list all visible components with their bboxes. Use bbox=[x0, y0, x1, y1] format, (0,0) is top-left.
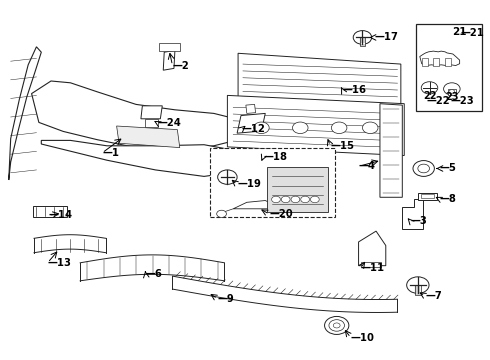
Text: —6: —6 bbox=[146, 269, 163, 279]
Circle shape bbox=[407, 277, 429, 293]
FancyBboxPatch shape bbox=[416, 24, 482, 111]
Polygon shape bbox=[380, 104, 402, 197]
Text: —9: —9 bbox=[218, 294, 234, 304]
Polygon shape bbox=[9, 47, 41, 180]
Circle shape bbox=[353, 31, 372, 44]
Polygon shape bbox=[433, 58, 439, 66]
Text: —24: —24 bbox=[158, 118, 182, 128]
Text: —16: —16 bbox=[343, 85, 367, 95]
Circle shape bbox=[293, 122, 308, 134]
Circle shape bbox=[413, 161, 434, 176]
Polygon shape bbox=[141, 106, 162, 119]
Text: —4: —4 bbox=[359, 161, 375, 171]
Polygon shape bbox=[360, 37, 366, 46]
Polygon shape bbox=[31, 81, 243, 150]
Polygon shape bbox=[41, 140, 243, 176]
Text: —10: —10 bbox=[351, 333, 375, 343]
Text: —14: —14 bbox=[49, 210, 73, 220]
Polygon shape bbox=[33, 206, 67, 217]
Circle shape bbox=[217, 210, 226, 217]
FancyBboxPatch shape bbox=[267, 167, 328, 212]
Polygon shape bbox=[445, 58, 451, 66]
Text: —8: —8 bbox=[440, 194, 457, 204]
Polygon shape bbox=[238, 53, 401, 107]
Polygon shape bbox=[237, 113, 265, 133]
Text: —17: —17 bbox=[374, 32, 398, 42]
Circle shape bbox=[421, 82, 438, 94]
Polygon shape bbox=[420, 51, 460, 66]
Polygon shape bbox=[163, 50, 175, 70]
Circle shape bbox=[443, 83, 460, 95]
Polygon shape bbox=[117, 126, 180, 148]
Text: —5: —5 bbox=[440, 163, 457, 174]
Circle shape bbox=[329, 320, 344, 331]
Circle shape bbox=[271, 196, 280, 203]
Circle shape bbox=[363, 122, 378, 134]
Polygon shape bbox=[145, 119, 158, 127]
Text: 23: 23 bbox=[445, 92, 459, 102]
Text: —19: —19 bbox=[237, 179, 261, 189]
Circle shape bbox=[254, 122, 269, 134]
Circle shape bbox=[311, 196, 319, 203]
Polygon shape bbox=[402, 199, 423, 229]
Circle shape bbox=[418, 164, 430, 173]
Text: —22: —22 bbox=[427, 96, 450, 106]
Text: —2: —2 bbox=[172, 60, 189, 71]
Circle shape bbox=[218, 170, 237, 184]
Text: —23: —23 bbox=[451, 96, 474, 106]
Text: —21: —21 bbox=[461, 28, 485, 38]
Text: —1: —1 bbox=[102, 148, 119, 158]
Text: —11: —11 bbox=[361, 263, 385, 273]
Polygon shape bbox=[233, 201, 275, 209]
Circle shape bbox=[449, 90, 455, 94]
Text: —15: —15 bbox=[330, 141, 354, 151]
Polygon shape bbox=[359, 231, 386, 266]
Polygon shape bbox=[421, 194, 434, 198]
Circle shape bbox=[301, 196, 310, 203]
Polygon shape bbox=[227, 95, 404, 156]
FancyBboxPatch shape bbox=[210, 148, 335, 217]
Text: —20: —20 bbox=[270, 209, 294, 219]
Polygon shape bbox=[246, 104, 256, 113]
Text: —3: —3 bbox=[411, 216, 427, 226]
Circle shape bbox=[281, 196, 290, 203]
Circle shape bbox=[331, 122, 347, 134]
Text: 22: 22 bbox=[423, 91, 436, 102]
Polygon shape bbox=[418, 193, 437, 200]
Circle shape bbox=[291, 196, 300, 203]
Text: —7: —7 bbox=[425, 291, 442, 301]
Circle shape bbox=[333, 323, 340, 328]
Polygon shape bbox=[448, 89, 456, 95]
Text: —12: —12 bbox=[242, 124, 266, 134]
Circle shape bbox=[324, 316, 349, 334]
Text: —13: —13 bbox=[48, 258, 72, 268]
Text: —18: —18 bbox=[263, 152, 287, 162]
Polygon shape bbox=[159, 43, 180, 51]
Polygon shape bbox=[361, 262, 381, 267]
Polygon shape bbox=[415, 285, 421, 295]
Text: 21: 21 bbox=[452, 27, 467, 37]
Polygon shape bbox=[422, 58, 428, 66]
